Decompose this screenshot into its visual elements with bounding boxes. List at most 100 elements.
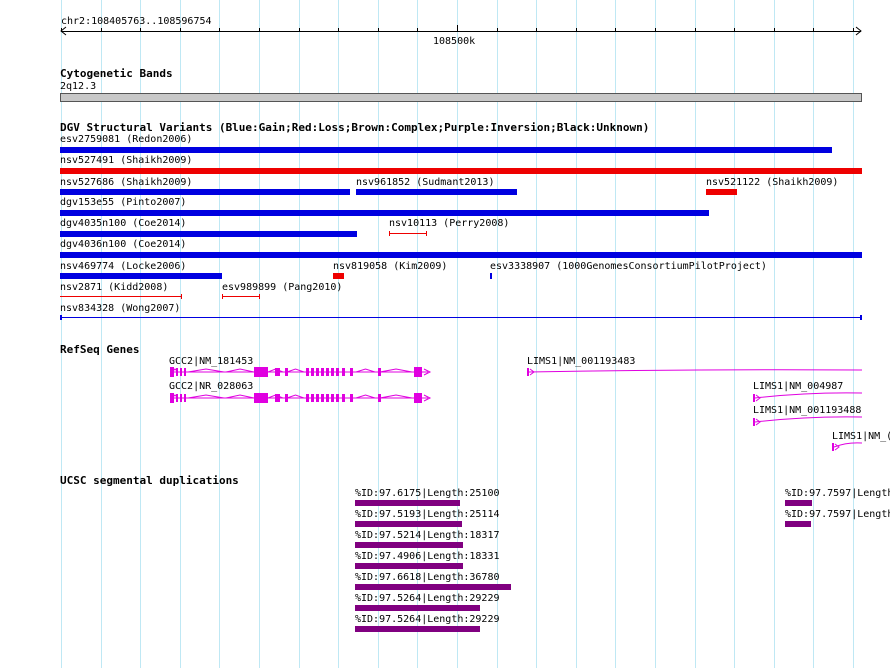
- ruler-left-arrow: [60, 26, 67, 36]
- ruler-tick: [377, 28, 379, 32]
- exon: [326, 394, 329, 402]
- strand-arrow: [529, 368, 535, 376]
- strand-arrow: [423, 394, 432, 402]
- segdup-bar[interactable]: [785, 500, 812, 506]
- variant-label: esv3338907 (1000GenomesConsortiumPilotPr…: [490, 261, 767, 272]
- segdup-bar[interactable]: [355, 500, 460, 506]
- ruler-tick: [140, 28, 142, 32]
- segdup-bar[interactable]: [355, 605, 480, 611]
- variant-interval[interactable]: [222, 294, 260, 299]
- strand-arrow: [755, 418, 761, 426]
- variant-label: nsv521122 (Shaikh2009): [706, 177, 839, 188]
- ruler-tick: [694, 28, 696, 32]
- exon: [832, 443, 834, 451]
- segdup-label: %ID:97.7597|Length: [785, 509, 890, 520]
- segdup-bar[interactable]: [355, 521, 462, 527]
- gene-label: GCC2|NR_028063: [169, 381, 254, 392]
- ruler-tick: [179, 28, 181, 32]
- gridline: [377, 0, 379, 668]
- gridline: [100, 0, 102, 668]
- variant-bar[interactable]: [60, 168, 862, 174]
- gridline: [496, 0, 498, 668]
- ruler-tick: [457, 25, 458, 32]
- intron-hat: [355, 394, 376, 399]
- exon: [170, 393, 174, 403]
- variant-bar[interactable]: [60, 147, 832, 153]
- gridline: [615, 0, 617, 668]
- variant-bar[interactable]: [333, 273, 344, 279]
- gridline: [219, 0, 221, 668]
- variant-bar[interactable]: [60, 210, 709, 216]
- segdup-label: %ID:97.4906|Length:18331: [355, 551, 500, 562]
- strand-arrow: [423, 368, 432, 376]
- segdup-label: %ID:97.5264|Length:29229: [355, 614, 500, 625]
- ruler-tick: [298, 28, 300, 32]
- exon: [321, 394, 324, 402]
- exon: [180, 394, 182, 402]
- segdup-bar[interactable]: [785, 521, 811, 527]
- variant-interval[interactable]: [389, 231, 427, 236]
- strand-arrow: [755, 394, 761, 402]
- variant-bar[interactable]: [60, 189, 350, 195]
- variant-bar[interactable]: [706, 189, 737, 195]
- gridline: [813, 0, 815, 668]
- exon: [180, 368, 182, 376]
- segdup-label: %ID:97.5193|Length:25114: [355, 509, 500, 520]
- variant-bar[interactable]: [490, 273, 492, 279]
- ruler-tick: [417, 28, 419, 32]
- gridline: [61, 0, 62, 668]
- segdup-bar[interactable]: [355, 626, 480, 632]
- exon: [311, 368, 314, 376]
- segdup-bar[interactable]: [355, 584, 511, 590]
- gene-label: LIMS1|NM_001193488: [753, 405, 862, 416]
- intron-hat: [187, 368, 225, 373]
- exon: [316, 394, 319, 402]
- variant-label: nsv469774 (Locke2006): [60, 261, 187, 272]
- exon: [342, 394, 345, 402]
- variant-bar[interactable]: [356, 189, 517, 195]
- gene-label: LIMS1|NM_(: [832, 431, 890, 442]
- ruler-tick: [219, 28, 221, 32]
- exon: [527, 368, 529, 376]
- intron-line: [754, 392, 863, 399]
- gene-label: LIMS1|NM_001193483: [527, 356, 636, 367]
- cytoband-bar[interactable]: [60, 93, 862, 102]
- ruler-tick: [853, 28, 854, 32]
- ruler-tick: [259, 28, 260, 32]
- exon: [254, 367, 268, 377]
- intron-hat: [286, 394, 305, 399]
- exon: [275, 394, 280, 402]
- gridline: [179, 0, 181, 668]
- exon: [378, 394, 381, 402]
- variant-label: nsv10113 (Perry2008): [389, 218, 510, 229]
- gridline: [457, 0, 458, 668]
- intron-line: [528, 369, 863, 373]
- exon: [275, 368, 280, 376]
- variant-label: esv2759081 (Redon2006): [60, 134, 193, 145]
- exon: [342, 368, 345, 376]
- exon: [176, 394, 178, 402]
- segdup-track-title: UCSC segmental duplications: [60, 474, 239, 487]
- variant-bar[interactable]: [60, 231, 357, 237]
- segdup-label: %ID:97.5264|Length:29229: [355, 593, 500, 604]
- segdup-label: %ID:97.6175|Length:25100: [355, 488, 500, 499]
- variant-bar[interactable]: [60, 273, 222, 279]
- gridline: [298, 0, 300, 668]
- variant-bar[interactable]: [60, 252, 862, 258]
- gridline: [655, 0, 656, 668]
- segdup-label: %ID:97.7597|Length: [785, 488, 890, 499]
- variant-interval[interactable]: [60, 315, 862, 320]
- variant-interval[interactable]: [60, 294, 182, 299]
- segdup-bar[interactable]: [355, 563, 463, 569]
- gridline: [734, 0, 736, 668]
- gridline: [853, 0, 854, 668]
- exon: [184, 368, 186, 376]
- exon: [170, 367, 174, 377]
- exon: [331, 394, 334, 402]
- segdup-bar[interactable]: [355, 542, 463, 548]
- intron-hat: [379, 368, 413, 373]
- segdup-label: %ID:97.5214|Length:18317: [355, 530, 500, 541]
- variant-label: nsv527686 (Shaikh2009): [60, 177, 193, 188]
